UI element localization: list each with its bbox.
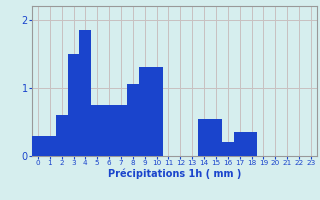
Bar bbox=[222, 142, 234, 156]
Bar bbox=[103, 105, 115, 156]
Bar bbox=[68, 54, 79, 156]
X-axis label: Précipitations 1h ( mm ): Précipitations 1h ( mm ) bbox=[108, 169, 241, 179]
Bar bbox=[234, 132, 246, 156]
Bar bbox=[32, 136, 44, 156]
Bar bbox=[115, 105, 127, 156]
Bar bbox=[91, 105, 103, 156]
Bar bbox=[246, 132, 258, 156]
Bar bbox=[151, 67, 163, 156]
Bar bbox=[56, 115, 68, 156]
Bar bbox=[198, 118, 210, 156]
Bar bbox=[139, 67, 151, 156]
Bar bbox=[44, 136, 56, 156]
Bar bbox=[210, 118, 222, 156]
Bar bbox=[79, 30, 91, 156]
Bar bbox=[127, 84, 139, 156]
